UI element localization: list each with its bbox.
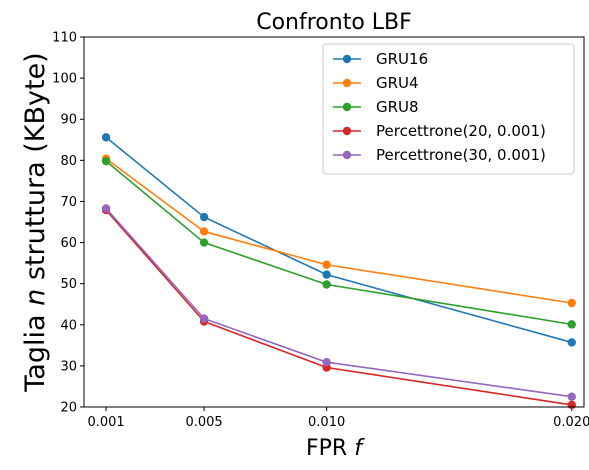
- svg-text:FPR f: FPR f: [306, 436, 365, 461]
- plot-frame: [83, 36, 585, 408]
- y-tick-label: 110: [52, 31, 77, 46]
- y-tick-label: 50: [60, 277, 77, 292]
- y-tick-label: 90: [60, 113, 77, 128]
- data-point: [567, 392, 576, 401]
- series-line: [105, 209, 572, 406]
- legend-box: [322, 43, 575, 175]
- legend-label: GRU4: [376, 74, 419, 92]
- legend-marker: [342, 78, 352, 88]
- y-axis-label-main: Taglia: [20, 314, 51, 392]
- x-axis-label-main: FPR: [306, 436, 347, 461]
- legend-item: GRU4: [333, 74, 419, 92]
- svg-text:Taglia n strut: Taglia n struttura (KByte): [20, 52, 51, 392]
- legend-item: GRU8: [333, 98, 419, 116]
- series-0: [101, 133, 576, 347]
- legend-marker: [342, 102, 352, 112]
- legend-item: GRU16: [333, 50, 428, 68]
- data-point: [199, 314, 209, 323]
- y-tick-label: 20: [60, 401, 77, 416]
- legend-marker: [342, 150, 352, 160]
- data-point: [199, 238, 209, 247]
- legend-marker: [342, 54, 352, 64]
- y-axis-label: Taglia n struttura (KByte): [20, 52, 51, 392]
- x-tick-label: 0.005: [185, 415, 222, 430]
- legend-marker: [342, 126, 352, 136]
- legend-item: Percettrone(20, 0.001): [333, 122, 546, 140]
- x-tick-label: 0.010: [308, 415, 345, 430]
- series-layer: [101, 133, 576, 410]
- data-point: [322, 357, 331, 367]
- data-point: [567, 320, 576, 329]
- data-point: [567, 298, 576, 308]
- data-point: [567, 338, 576, 347]
- x-axis-label-variable: f: [354, 436, 365, 461]
- series-line: [105, 136, 572, 344]
- chart-title: Confronto LBF: [256, 10, 412, 35]
- data-point: [322, 260, 331, 269]
- legend-label: GRU8: [376, 98, 419, 116]
- axis-ticks: 20 30 40 50 60 70 80 90 100 110 0.001 0.005 0.010 0.0…: [52, 31, 589, 431]
- legend-label: Percettrone(20, 0.001): [376, 122, 546, 140]
- series-line: [105, 207, 572, 398]
- data-point: [199, 227, 209, 236]
- legend-label: Percettrone(30, 0.001): [376, 146, 546, 164]
- data-point: [101, 133, 111, 142]
- x-axis-label: FPR f: [306, 436, 365, 461]
- legend: GRU16 GRU4 GRU8 Percettrone(20, 0.001) Perce…: [322, 43, 575, 175]
- series-line: [105, 158, 572, 304]
- data-point: [101, 156, 111, 166]
- series-2: [101, 156, 576, 329]
- y-tick-label: 30: [60, 359, 77, 374]
- y-axis-label-rest: struttura (KByte): [20, 52, 51, 280]
- series-line: [105, 160, 572, 326]
- x-tick-label: 0.020: [553, 415, 589, 430]
- legend-label: GRU16: [376, 50, 428, 68]
- legend-item: Percettrone(30, 0.001): [333, 146, 546, 164]
- x-tick-label: 0.001: [87, 415, 124, 430]
- y-tick-label: 80: [60, 154, 77, 169]
- data-point: [101, 204, 111, 213]
- y-tick-label: 40: [60, 318, 77, 333]
- data-point: [322, 270, 331, 279]
- y-axis-label-variable: n: [20, 289, 51, 306]
- y-tick-label: 100: [52, 72, 77, 87]
- y-tick-label: 70: [60, 195, 77, 210]
- data-point: [199, 212, 209, 222]
- series-3: [101, 205, 576, 410]
- series-4: [101, 204, 576, 401]
- data-point: [322, 280, 331, 289]
- y-tick-label: 60: [60, 236, 77, 251]
- data-point: [567, 400, 576, 410]
